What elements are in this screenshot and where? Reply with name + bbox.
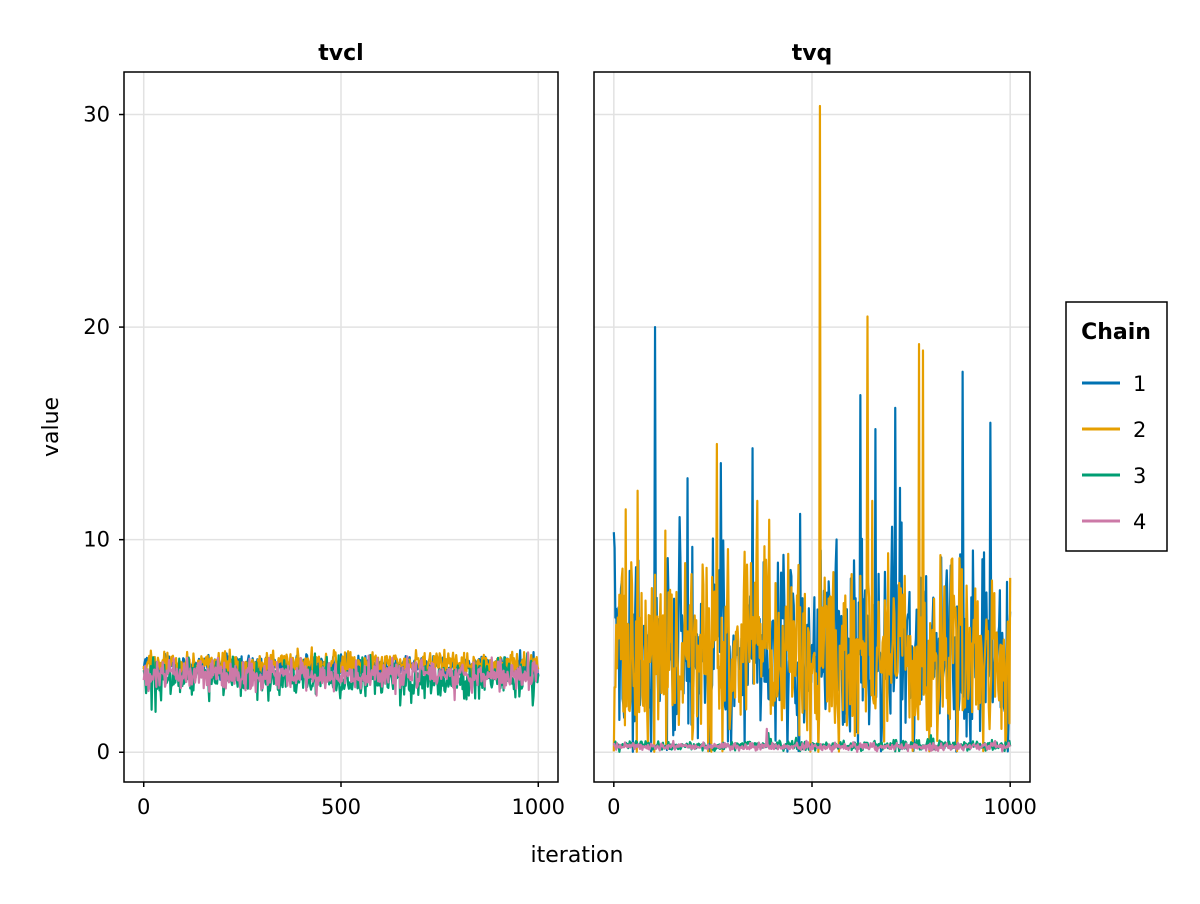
y-tick-label: 30 (83, 103, 110, 127)
legend-label-chain-4: 4 (1133, 510, 1146, 534)
x-tick-label: 1000 (512, 795, 565, 819)
legend-label-chain-1: 1 (1133, 372, 1146, 396)
panel-tvcl: tvcl 0 500 1000 0 10 20 30 (83, 41, 565, 819)
x-tick-label: 0 (137, 795, 150, 819)
panel-tvq: tvq 0 500 1000 (593, 41, 1037, 819)
legend-title: Chain (1081, 320, 1151, 345)
y-tick-label: 20 (83, 315, 110, 339)
x-tick-label: 500 (321, 795, 361, 819)
x-tick-label: 1000 (983, 795, 1036, 819)
panel-title-tvcl: tvcl (318, 41, 363, 66)
y-tick-label: 0 (97, 740, 110, 764)
series-line-tvq-chain-2 (612, 104, 1012, 753)
series-line-tvcl-chain-4 (142, 651, 540, 702)
legend-label-chain-2: 2 (1133, 418, 1146, 442)
legend: Chain 1 2 3 4 (1065, 301, 1168, 552)
x-tick-label: 0 (607, 795, 620, 819)
panel-title-tvq: tvq (792, 41, 833, 66)
series-line-tvq-chain-4 (612, 727, 1012, 753)
x-axis-label: iteration (531, 843, 624, 868)
y-tick-label: 10 (83, 528, 110, 552)
legend-box (1065, 301, 1168, 552)
x-tick-label: 500 (792, 795, 832, 819)
legend-label-chain-3: 3 (1133, 464, 1146, 488)
y-axis-label: value (39, 397, 64, 457)
